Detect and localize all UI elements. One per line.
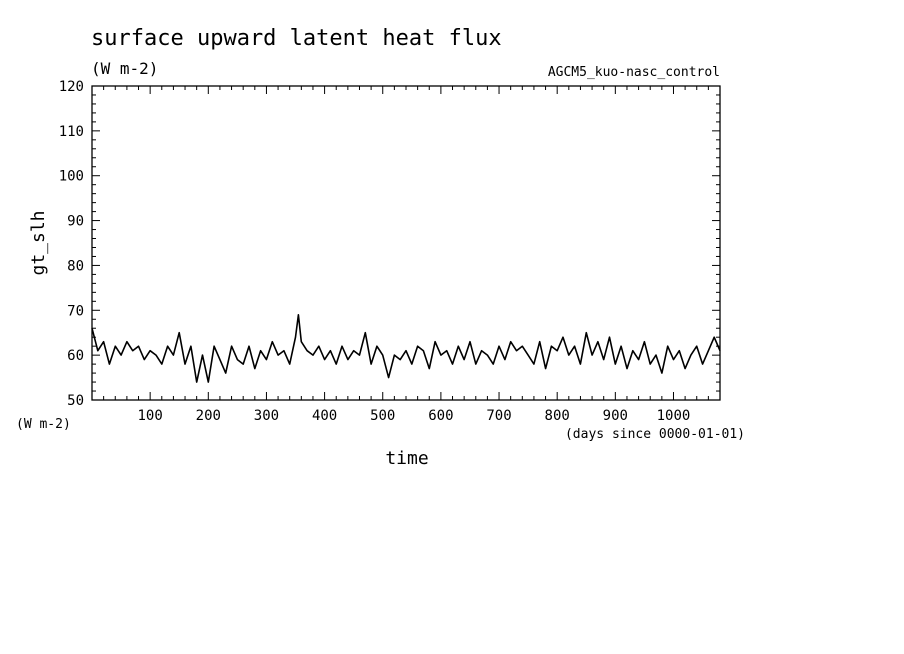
y-tick-label: 90 (67, 214, 84, 230)
chart-units: (W m-2) (91, 59, 158, 78)
x-tick-label: 900 (603, 408, 628, 424)
y-tick-label: 50 (67, 393, 84, 409)
x-tick-label: 1000 (657, 408, 691, 424)
y-tick-label: 120 (59, 79, 84, 95)
x-tick-label: 600 (428, 408, 453, 424)
plot-frame (91, 85, 721, 401)
x-tick-label: 100 (137, 408, 162, 424)
x-tick-label: 500 (370, 408, 395, 424)
y-tick-label: 70 (67, 303, 84, 319)
chart-title: surface upward latent heat flux (91, 26, 502, 51)
x-ticks: 100 200 300 400 500 600 700 800 900 1000 (91, 86, 721, 424)
run-label: AGCM5_kuo-nasc_control (548, 65, 720, 80)
x-tick-label: 300 (254, 408, 279, 424)
y-tick-label: 80 (67, 258, 84, 274)
y-ticks: 50 60 70 80 90 100 110 120 (59, 79, 720, 409)
y-units-corner: (W m-2) (16, 417, 71, 432)
series-line (91, 314, 721, 383)
x-tick-label: 700 (486, 408, 511, 424)
x-axis-label: time (385, 448, 428, 469)
x-tick-label: 800 (545, 408, 570, 424)
y-tick-label: 110 (59, 124, 84, 140)
x-tick-label: 400 (312, 408, 337, 424)
x-tick-label: 200 (196, 408, 221, 424)
y-tick-label: 100 (59, 169, 84, 185)
y-axis-label: gt_slh (28, 210, 49, 275)
x-units: (days since 0000-01-01) (565, 427, 745, 442)
y-tick-label: 60 (67, 348, 84, 364)
